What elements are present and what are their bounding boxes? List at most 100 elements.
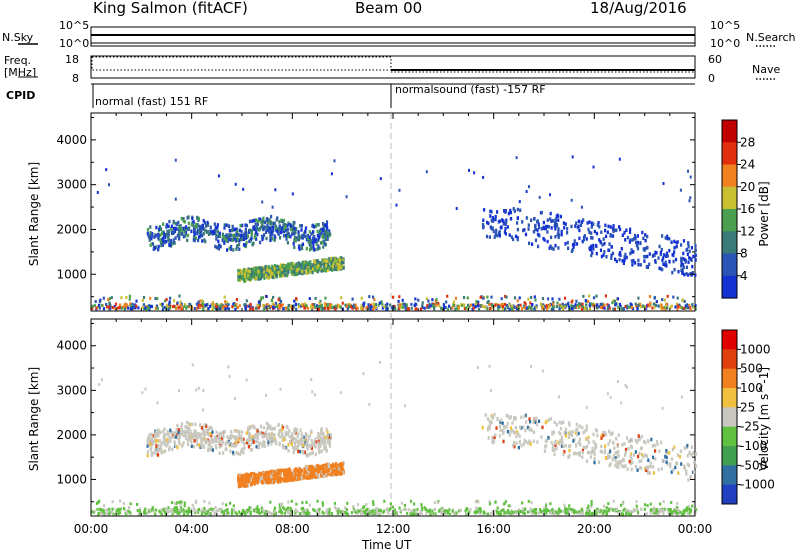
data-cell <box>608 429 611 434</box>
data-cell <box>571 304 574 308</box>
data-cell <box>500 297 503 301</box>
data-cell <box>550 440 553 445</box>
data-cell <box>235 298 238 302</box>
data-cell <box>255 268 258 272</box>
data-cell <box>544 445 547 449</box>
data-cell <box>528 427 531 432</box>
data-cell <box>229 436 233 440</box>
data-cell <box>272 303 276 307</box>
data-cell <box>629 461 632 466</box>
data-cell <box>534 223 537 228</box>
data-cell <box>308 474 311 478</box>
data-cell <box>517 432 520 436</box>
data-cell <box>545 511 548 515</box>
data-cell <box>165 443 168 448</box>
data-cell <box>167 230 170 234</box>
data-cell <box>573 509 576 513</box>
data-cell <box>421 306 424 310</box>
data-cell <box>171 241 174 246</box>
data-cell <box>541 425 544 430</box>
data-cell <box>258 431 261 435</box>
data-cell <box>431 511 434 515</box>
data-cell <box>207 443 210 447</box>
data-cell <box>249 443 252 447</box>
data-cell <box>224 442 227 447</box>
data-cell <box>643 503 647 507</box>
data-cell <box>283 227 286 231</box>
data-cell <box>356 503 360 507</box>
data-cell <box>648 252 651 256</box>
data-cell <box>503 209 506 213</box>
data-cell <box>272 477 275 482</box>
data-cell <box>239 478 242 482</box>
data-cell <box>626 436 629 440</box>
data-cell <box>176 423 179 428</box>
data-cell <box>340 471 343 475</box>
data-cell <box>513 209 516 213</box>
data-cell <box>631 238 634 242</box>
data-cell <box>591 221 594 225</box>
data-cell <box>129 304 132 308</box>
data-cell <box>321 431 324 436</box>
data-cell <box>592 432 595 437</box>
data-cell <box>694 253 697 257</box>
data-cell <box>493 235 496 239</box>
data-cell <box>224 304 227 308</box>
nave-label: Nave <box>752 63 781 76</box>
data-cell <box>323 302 327 306</box>
data-cell <box>566 240 569 245</box>
data-cell <box>563 503 566 507</box>
data-cell <box>238 228 242 233</box>
data-cell <box>681 268 684 272</box>
data-cell <box>340 256 343 260</box>
data-cell <box>685 272 688 276</box>
data-cell <box>680 258 683 263</box>
data-cell <box>383 304 386 308</box>
data-cell <box>562 452 565 457</box>
data-cell <box>645 468 648 472</box>
data-cell <box>234 435 237 439</box>
data-cell <box>625 228 628 232</box>
data-cell <box>529 442 532 446</box>
data-cell <box>292 304 295 308</box>
data-cell <box>629 251 632 256</box>
data-cell <box>542 220 545 225</box>
data-cell <box>294 235 297 240</box>
data-cell <box>694 258 697 262</box>
data-cell <box>416 508 419 511</box>
data-cell <box>327 462 330 467</box>
data-cell <box>280 511 283 514</box>
data-cell <box>211 301 215 305</box>
data-cell <box>224 447 227 451</box>
data-cell <box>557 246 560 250</box>
data-cell <box>307 267 310 272</box>
data-cell <box>224 509 227 513</box>
data-cell <box>243 303 246 307</box>
data-cell <box>233 234 236 239</box>
data-cell <box>286 234 289 239</box>
data-cell <box>141 298 144 302</box>
data-cell <box>324 306 327 310</box>
data-cell <box>339 462 342 466</box>
data-cell <box>528 417 531 421</box>
data-cell <box>297 449 300 454</box>
data-cell <box>239 233 242 238</box>
data-cell <box>312 230 315 234</box>
data-cell <box>255 474 258 479</box>
data-cell <box>192 224 195 229</box>
data-cell <box>158 439 161 443</box>
data-cell <box>629 454 632 459</box>
data-cell <box>317 475 320 479</box>
data-cell <box>260 225 263 229</box>
data-cell <box>300 224 303 228</box>
data-cell <box>193 229 197 233</box>
data-cell <box>311 306 314 310</box>
data-cell <box>487 299 490 303</box>
data-cell <box>181 229 184 234</box>
data-cell <box>555 423 558 427</box>
data-cell <box>240 480 243 485</box>
data-cell <box>196 223 199 227</box>
data-cell <box>157 244 160 249</box>
data-cell <box>243 243 246 247</box>
data-cell <box>295 269 298 274</box>
